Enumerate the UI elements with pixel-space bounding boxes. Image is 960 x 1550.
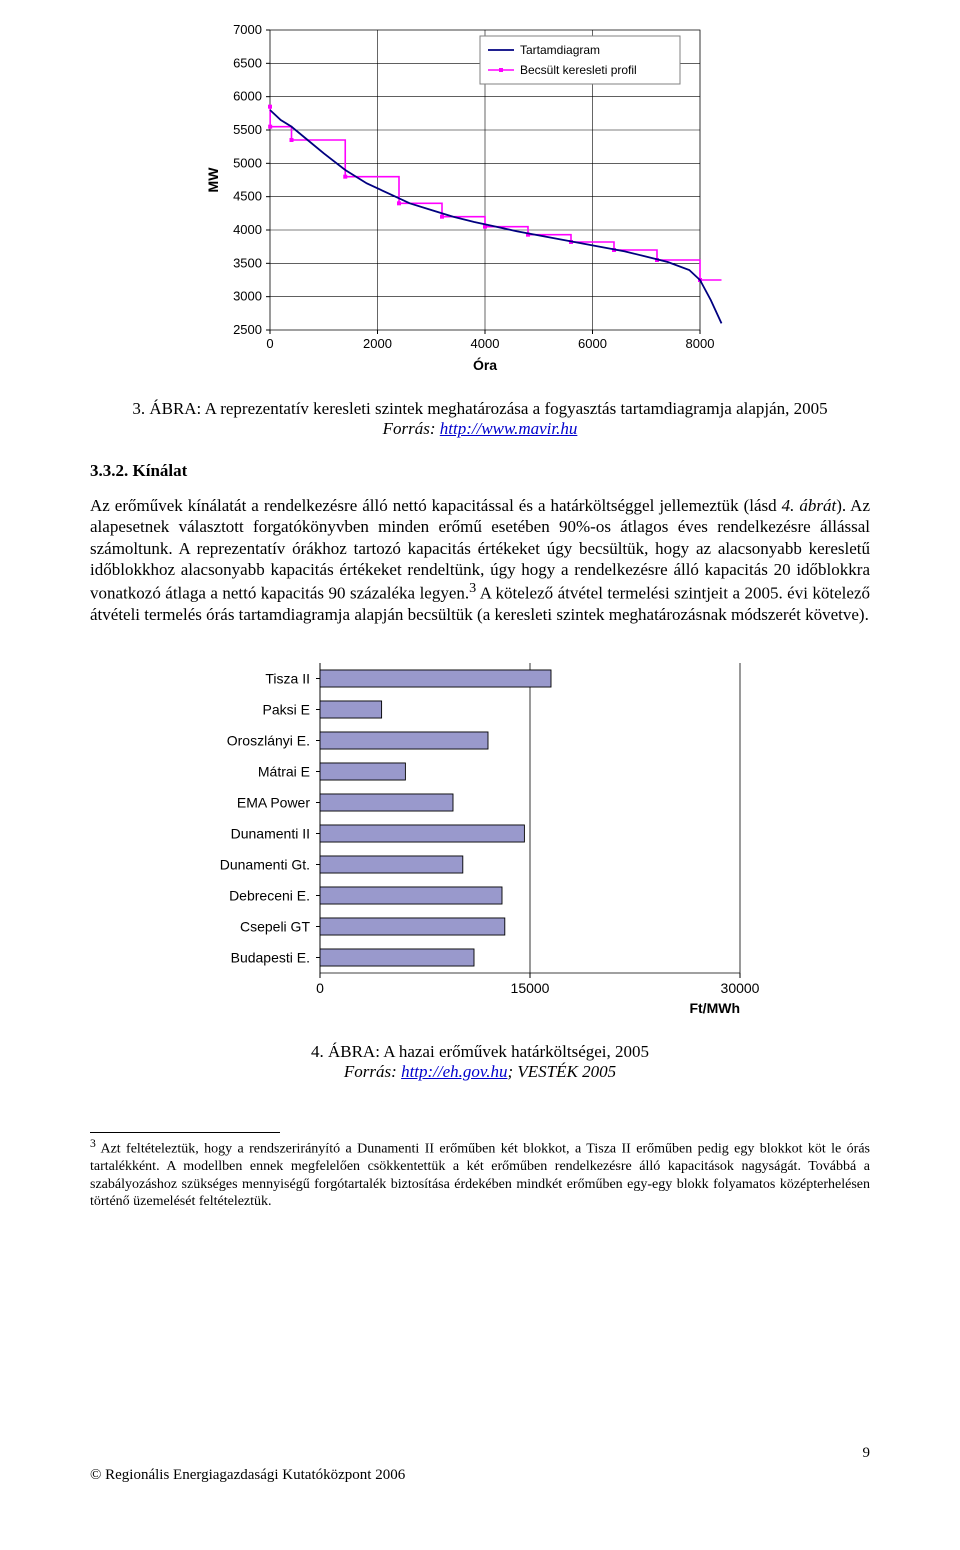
svg-text:4000: 4000 bbox=[233, 222, 262, 237]
svg-text:0: 0 bbox=[316, 980, 324, 996]
chart2-caption-num: 4. ÁBRA: bbox=[311, 1042, 383, 1061]
footnote-marker: 3 bbox=[90, 1137, 96, 1150]
footnote: 3 Azt feltételeztük, hogy a rendszerirán… bbox=[90, 1137, 870, 1211]
svg-text:Tisza II: Tisza II bbox=[265, 671, 310, 687]
svg-text:Oroszlányi E.: Oroszlányi E. bbox=[227, 733, 310, 749]
chart1-source-link[interactable]: http://www.mavir.hu bbox=[440, 419, 578, 438]
svg-text:2500: 2500 bbox=[233, 322, 262, 337]
svg-text:7000: 7000 bbox=[233, 22, 262, 37]
svg-text:5500: 5500 bbox=[233, 122, 262, 137]
copyright: © Regionális Energiagazdasági Kutatóközp… bbox=[90, 1467, 870, 1484]
svg-text:EMA Power: EMA Power bbox=[237, 795, 310, 811]
svg-text:15000: 15000 bbox=[511, 980, 550, 996]
svg-text:3000: 3000 bbox=[233, 289, 262, 304]
chart1-caption: 3. ÁBRA: A reprezentatív keresleti szint… bbox=[90, 399, 870, 439]
svg-text:Paksi E: Paksi E bbox=[263, 702, 310, 718]
svg-text:Csepeli GT: Csepeli GT bbox=[240, 919, 310, 935]
svg-text:Tartamdiagram: Tartamdiagram bbox=[520, 43, 600, 57]
svg-text:Budapesti E.: Budapesti E. bbox=[231, 950, 310, 966]
svg-text:Debreceni E.: Debreceni E. bbox=[229, 888, 310, 904]
svg-text:Ft/MWh: Ft/MWh bbox=[689, 1000, 740, 1016]
svg-text:6000: 6000 bbox=[578, 336, 607, 351]
svg-text:8000: 8000 bbox=[686, 336, 715, 351]
chart2-source-prefix: Forrás: bbox=[344, 1062, 401, 1081]
chart2-source-link[interactable]: http://eh.gov.hu bbox=[401, 1062, 507, 1081]
svg-text:Becsült keresleti profil: Becsült keresleti profil bbox=[520, 63, 637, 77]
svg-text:30000: 30000 bbox=[721, 980, 760, 996]
svg-text:MW: MW bbox=[205, 167, 221, 193]
svg-text:2000: 2000 bbox=[363, 336, 392, 351]
hatarkoltsegek-chart: 0 15000 30000 Tisza II Paksi E Oroszlányi E. M… bbox=[180, 653, 780, 1038]
chart2-source-suffix: ; VESTÉK 2005 bbox=[507, 1062, 616, 1081]
chart2-caption-title: A hazai erőművek határköltségei, 2005 bbox=[383, 1042, 649, 1061]
svg-text:0: 0 bbox=[266, 336, 273, 351]
tartamdiagram-chart: 2500 3000 3500 4000 4500 5000 5500 6000 6500 7000… bbox=[200, 20, 760, 395]
svg-text:5000: 5000 bbox=[233, 155, 262, 170]
svg-text:4500: 4500 bbox=[233, 189, 262, 204]
footnote-text: Azt feltételeztük, hogy a rendszerirányí… bbox=[90, 1142, 870, 1210]
svg-text:4000: 4000 bbox=[471, 336, 500, 351]
svg-text:6500: 6500 bbox=[233, 55, 262, 70]
chart1-source-prefix: Forrás: bbox=[383, 419, 440, 438]
chart1-caption-title: A reprezentatív keresleti szintek meghat… bbox=[205, 399, 828, 418]
svg-text:3500: 3500 bbox=[233, 255, 262, 270]
svg-text:Mátrai E: Mátrai E bbox=[258, 764, 310, 780]
chart2-caption: 4. ÁBRA: A hazai erőművek határköltségei… bbox=[90, 1042, 870, 1082]
page-number: 9 bbox=[863, 1445, 871, 1462]
svg-text:6000: 6000 bbox=[233, 89, 262, 104]
svg-text:Dunamenti II: Dunamenti II bbox=[231, 826, 310, 842]
svg-text:Óra: Óra bbox=[473, 356, 497, 373]
chart1-caption-num: 3. ÁBRA: bbox=[132, 399, 204, 418]
section-heading: 3.3.2. Kínálat bbox=[90, 461, 870, 481]
body-paragraph: Az erőművek kínálatát a rendelkezésre ál… bbox=[90, 495, 870, 625]
svg-text:Dunamenti Gt.: Dunamenti Gt. bbox=[220, 857, 310, 873]
footnote-rule bbox=[90, 1132, 280, 1133]
